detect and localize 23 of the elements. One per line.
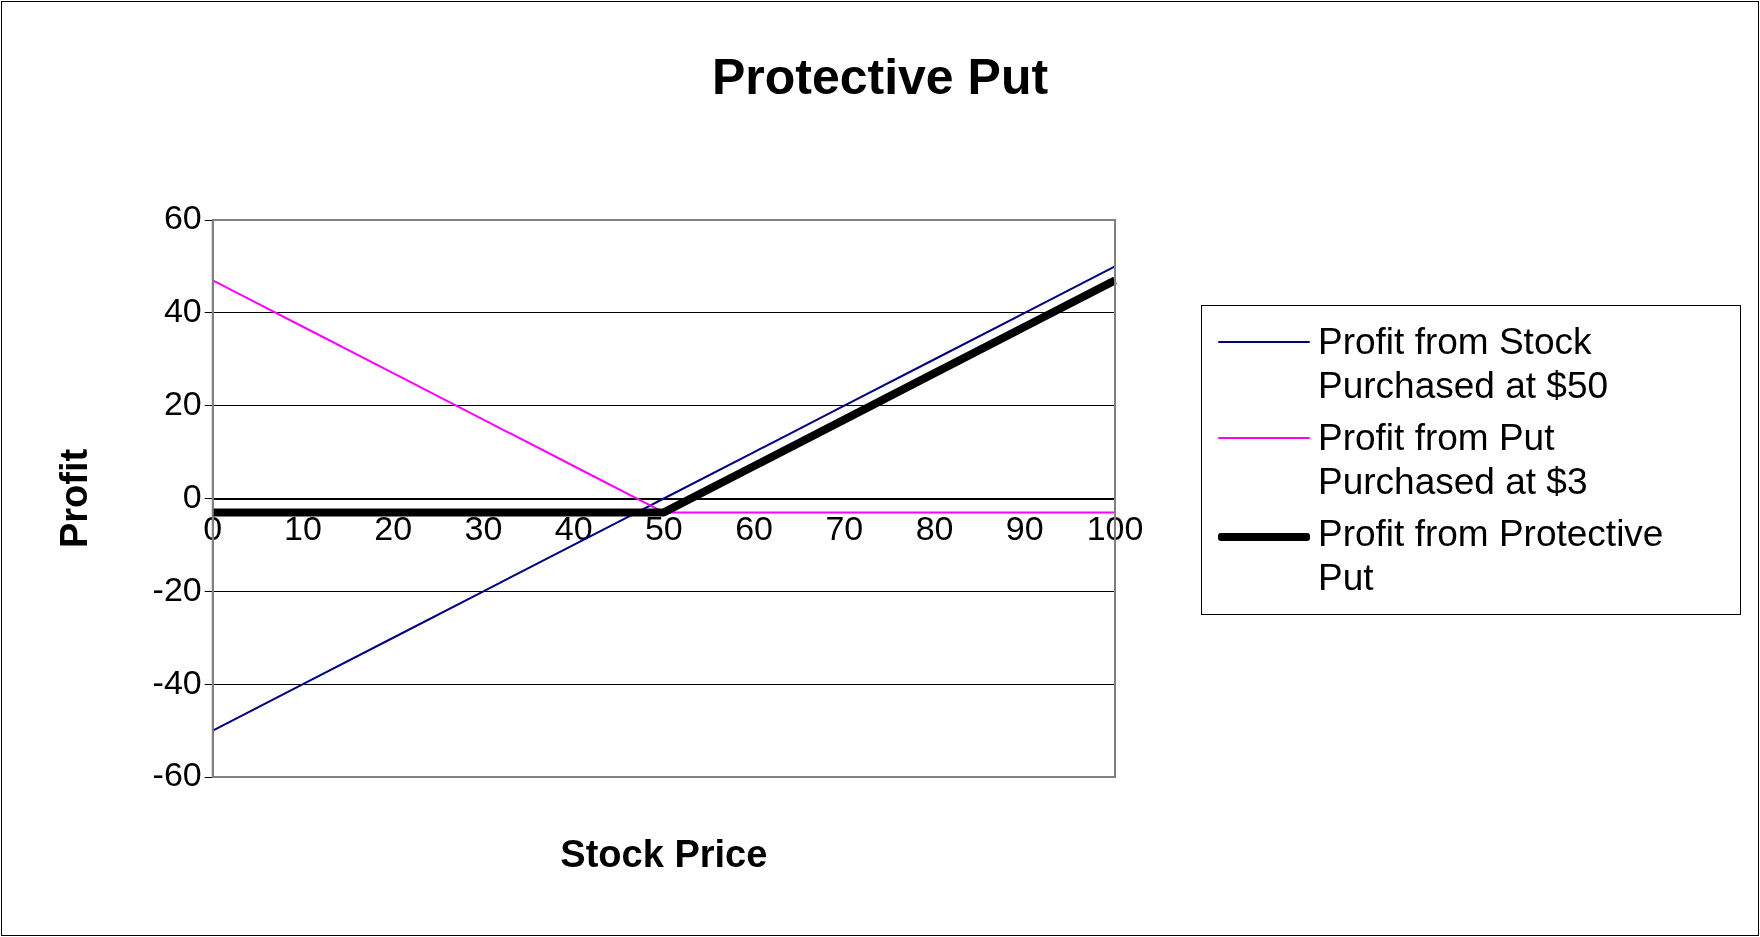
x-tick-label: 60 (735, 509, 774, 548)
y-tick-label: -40 (152, 662, 202, 701)
chart-title: Protective Put (711, 48, 1049, 105)
x-tick-label: 40 (554, 509, 593, 548)
x-tick-label: 90 (1005, 509, 1044, 548)
x-tick-label: 50 (644, 509, 683, 548)
x-tick-label: 70 (825, 509, 864, 548)
y-tick-label: 20 (163, 384, 202, 423)
y-tick-label: 60 (163, 198, 202, 237)
legend-label: Profit from Stock Purchased at $50 (1318, 320, 1610, 408)
x-axis-title: Stock Price (560, 833, 768, 876)
x-tick-label: 30 (464, 509, 503, 548)
y-tick-label: -60 (152, 755, 202, 794)
x-tick-label: 100 (1086, 509, 1144, 548)
y-axis-title: Profit (53, 448, 96, 549)
x-tick-label: 20 (374, 509, 413, 548)
legend-label: Profit from Put Purchased at $3 (1318, 416, 1589, 504)
legend-label: Profit from Protective Put (1318, 512, 1665, 600)
x-tick-label: 80 (915, 509, 954, 548)
x-tick-label: 10 (284, 509, 322, 548)
y-tick-label: 40 (163, 291, 202, 330)
y-tick-label: 0 (182, 476, 202, 515)
y-tick-label: -20 (152, 569, 202, 608)
